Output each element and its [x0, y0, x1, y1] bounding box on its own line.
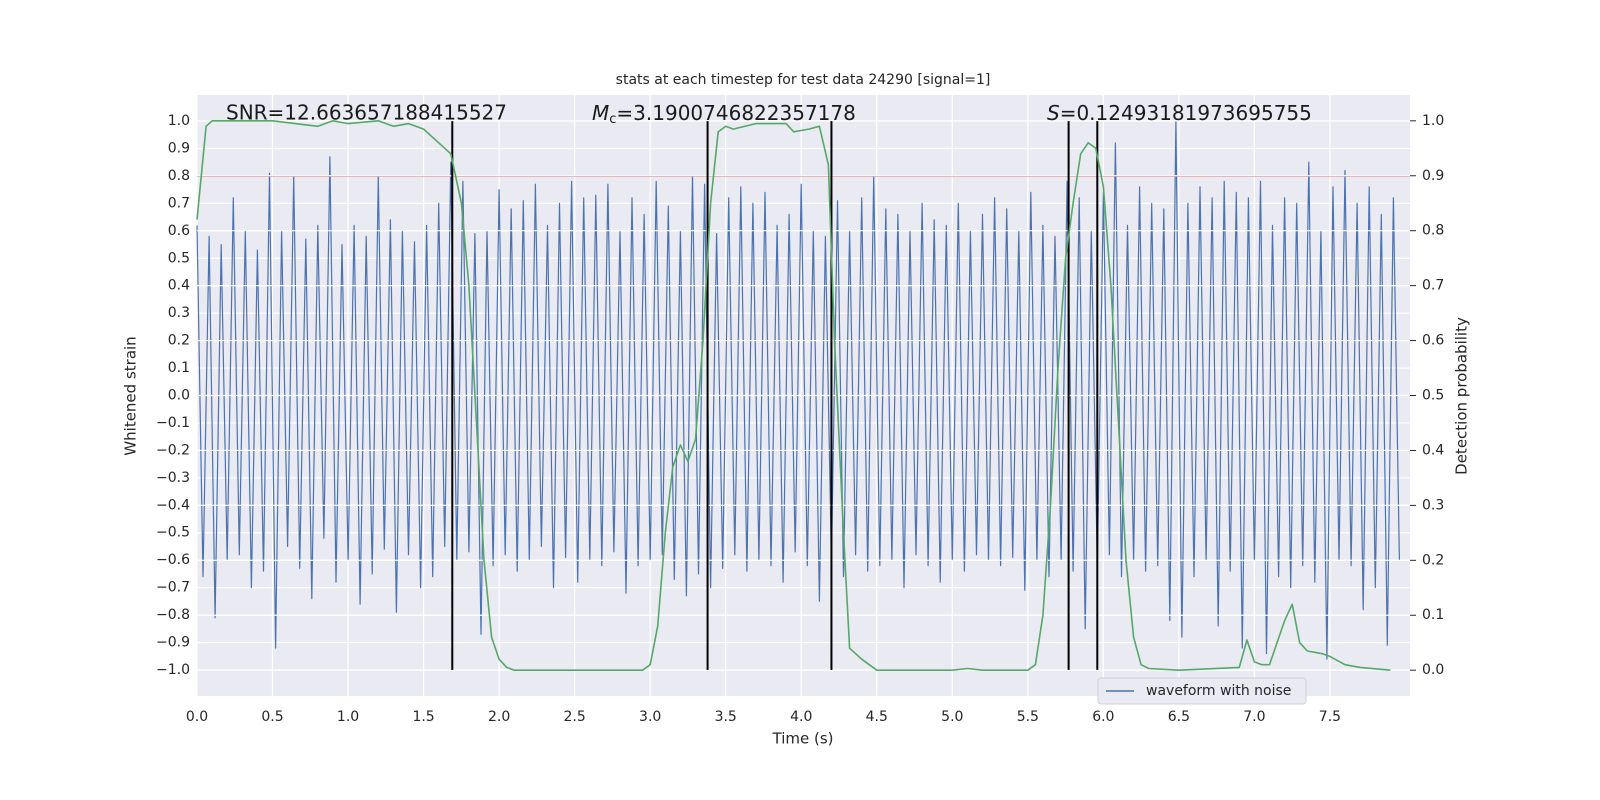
y2-tick-label: 0.3: [1422, 497, 1444, 513]
y2-tick-label: 0.9: [1422, 168, 1444, 184]
y-axis-label: Whitened strain: [122, 336, 140, 455]
legend-label: waveform with noise: [1146, 683, 1291, 699]
y-tick-label: 1.0: [168, 113, 190, 129]
x-tick-label: 3.5: [715, 709, 737, 725]
y-tick-label: −0.3: [156, 470, 190, 486]
x-tick-label: 0.0: [186, 709, 208, 725]
x-tick-label: 2.5: [564, 709, 586, 725]
y2-tick-label: 1.0: [1422, 113, 1444, 129]
chart-title: stats at each timestep for test data 242…: [616, 72, 991, 88]
waveform-line: [196, 120, 1400, 660]
x-tick-label: 7.0: [1243, 709, 1265, 725]
x-tick-label: 1.0: [337, 709, 359, 725]
y-tick-label: −0.2: [156, 442, 190, 458]
layer: [196, 120, 1410, 671]
y-tick-label: −0.6: [156, 552, 190, 568]
y-tick-label: 0.6: [168, 223, 190, 239]
x-tick-label: 2.0: [488, 709, 510, 725]
y2-tick-label: 0.4: [1422, 442, 1444, 458]
y-tick-label: 0.5: [168, 250, 190, 266]
y-tick-label: 0.8: [168, 168, 190, 184]
annotation-text: =0.12493181973695755: [1060, 101, 1312, 125]
y2-tick-label: 0.8: [1422, 223, 1444, 239]
x-tick-label: 5.5: [1017, 709, 1039, 725]
y-tick-label: −0.7: [156, 580, 190, 596]
y2-tick-label: 0.7: [1422, 278, 1444, 294]
y-tick-label: 0.0: [168, 388, 190, 404]
annotation: S=0.12493181973695755: [1047, 101, 1312, 125]
y-tick-label: 0.3: [168, 305, 190, 321]
annotation: SNR=12.663657188415527: [226, 101, 507, 125]
annotation-symbol: M: [592, 101, 609, 125]
legend-box: [1097, 677, 1307, 705]
y-tick-label: 0.4: [168, 278, 190, 294]
x-tick-label: 3.0: [639, 709, 661, 725]
x-tick-label: 4.5: [866, 709, 888, 725]
y2-tick-label: 0.2: [1422, 552, 1444, 568]
x-tick-label: 6.0: [1092, 709, 1114, 725]
annotation-symbol: S: [1047, 101, 1060, 125]
probability-line: [196, 120, 1391, 671]
y2-tick-label: 0.5: [1422, 388, 1444, 404]
y-tick-label: −0.1: [156, 415, 190, 431]
y-tick-label: 0.7: [168, 195, 190, 211]
y-tick-label: −1.0: [156, 662, 190, 678]
x-tick-label: 1.5: [412, 709, 434, 725]
x-tick-label: 6.5: [1168, 709, 1190, 725]
x-axis-label: Time (s): [772, 730, 834, 748]
y2-tick-label: 0.6: [1422, 333, 1444, 349]
annotation-subscript: c: [609, 112, 616, 127]
annotation: Mc=3.1900746822357178: [592, 101, 856, 127]
y-tick-label: 0.1: [168, 360, 190, 376]
y-tick-label: −0.5: [156, 525, 190, 541]
y2-tick-label: 0.0: [1422, 662, 1444, 678]
x-tick-label: 5.0: [941, 709, 963, 725]
x-tick-label: 7.5: [1319, 709, 1341, 725]
annotation-text: =3.1900746822357178: [616, 101, 855, 125]
y2-axis-label: Detection probability: [1453, 317, 1471, 475]
y-tick-label: 0.2: [168, 333, 190, 349]
y-tick-label: −0.4: [156, 497, 190, 513]
y-tick-label: −0.8: [156, 607, 190, 623]
legend: waveform with noise: [1097, 677, 1307, 705]
x-tick-label: 0.5: [261, 709, 283, 725]
y-tick-label: 0.9: [168, 141, 190, 157]
y2-tick-label: 0.1: [1422, 607, 1444, 623]
y-tick-label: −0.9: [156, 634, 190, 650]
x-tick-label: 4.0: [790, 709, 812, 725]
